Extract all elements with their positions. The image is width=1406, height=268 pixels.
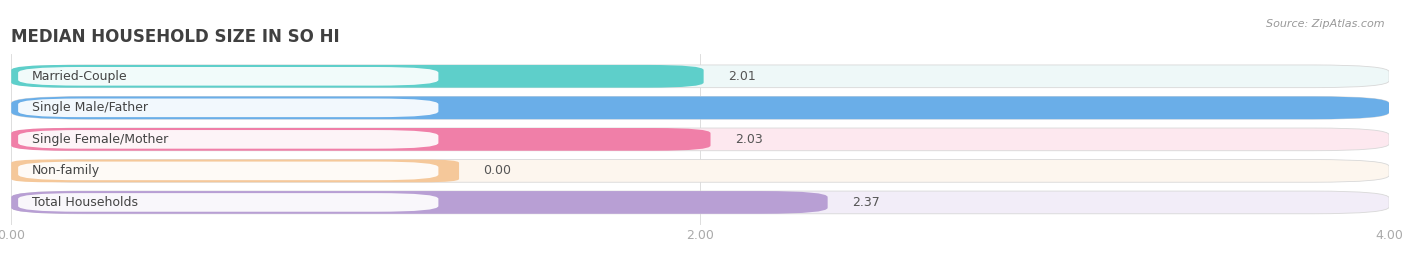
FancyBboxPatch shape: [11, 65, 1389, 88]
FancyBboxPatch shape: [18, 193, 439, 212]
Text: 0.00: 0.00: [484, 164, 512, 177]
Text: Single Female/Mother: Single Female/Mother: [32, 133, 169, 146]
FancyBboxPatch shape: [18, 130, 439, 149]
Text: Source: ZipAtlas.com: Source: ZipAtlas.com: [1267, 19, 1385, 29]
Text: 2.01: 2.01: [728, 70, 755, 83]
FancyBboxPatch shape: [11, 191, 1389, 214]
FancyBboxPatch shape: [11, 96, 1389, 119]
Text: 2.37: 2.37: [852, 196, 880, 209]
FancyBboxPatch shape: [11, 96, 1389, 119]
FancyBboxPatch shape: [11, 159, 458, 182]
Text: Single Male/Father: Single Male/Father: [32, 101, 148, 114]
FancyBboxPatch shape: [11, 128, 710, 151]
FancyBboxPatch shape: [11, 65, 703, 88]
Text: Non-family: Non-family: [32, 164, 100, 177]
Text: Total Households: Total Households: [32, 196, 138, 209]
FancyBboxPatch shape: [11, 128, 1389, 151]
FancyBboxPatch shape: [11, 159, 1389, 182]
FancyBboxPatch shape: [18, 162, 439, 180]
Text: MEDIAN HOUSEHOLD SIZE IN SO HI: MEDIAN HOUSEHOLD SIZE IN SO HI: [11, 28, 340, 46]
FancyBboxPatch shape: [18, 99, 439, 117]
Text: 2.03: 2.03: [734, 133, 762, 146]
FancyBboxPatch shape: [11, 191, 828, 214]
FancyBboxPatch shape: [18, 67, 439, 85]
Text: Married-Couple: Married-Couple: [32, 70, 128, 83]
